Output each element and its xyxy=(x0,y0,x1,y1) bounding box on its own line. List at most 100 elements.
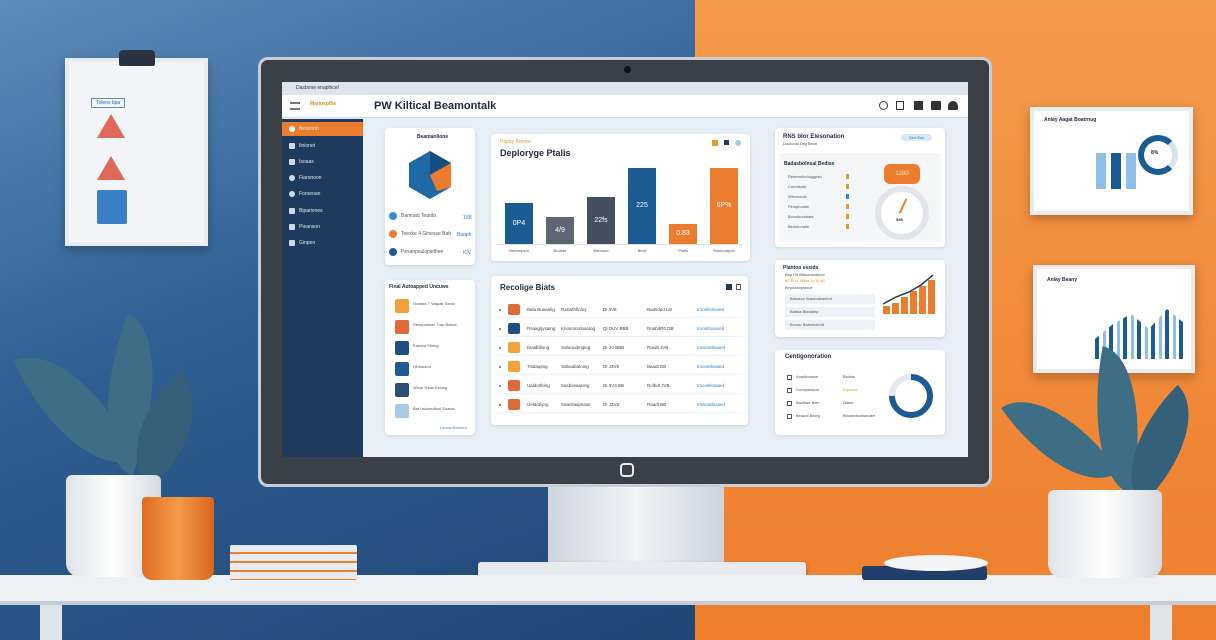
cell-link[interactable]: Irsooetlosaed xyxy=(697,364,725,369)
table-row[interactable]: Rsaag/jysaing Knosomrdoanlog Ql DUV BBB Roa… xyxy=(497,321,743,337)
cell-ref: Rasdt JVB xyxy=(647,345,669,350)
pie-slice-orange xyxy=(430,163,451,191)
cell-type: Sateslaajmase xyxy=(561,402,591,407)
row-expand-icon[interactable] xyxy=(499,328,501,330)
sidebar-item-foroeoan[interactable]: Foroeoan xyxy=(282,187,363,201)
cell-ref: Budsdpd Lilt xyxy=(647,307,672,312)
export-icon[interactable] xyxy=(726,284,732,290)
trend-bar xyxy=(919,285,926,314)
list-item-icon xyxy=(395,341,409,355)
status-item: Comaboty xyxy=(788,184,807,189)
card-title: RNS blor Elesonation xyxy=(783,134,845,140)
status-icon xyxy=(846,174,849,179)
status-item: Bonolsumbate xyxy=(788,214,814,219)
list-item-label[interactable]: Fasxed Sfinng xyxy=(413,343,439,348)
chart-bar[interactable]: 4/9 xyxy=(546,216,574,244)
legend-icon xyxy=(389,248,397,256)
sidebar-item-pieanson[interactable]: Pieanson xyxy=(282,220,363,234)
browser-bar xyxy=(282,82,968,95)
list-item-label[interactable]: Wioar Rsas Kening xyxy=(413,385,448,390)
settings-icon[interactable] xyxy=(879,101,888,110)
status-item: Pinopboatle xyxy=(788,204,810,209)
edit-icon[interactable] xyxy=(736,284,741,290)
status-filter-button[interactable]: Selr Bes xyxy=(901,134,933,141)
config-item-label: Ampibeanse xyxy=(796,374,819,379)
config-item-status: Bhosedtonlsbraee xyxy=(843,413,876,418)
info-icon[interactable] xyxy=(735,140,741,146)
document-icon[interactable] xyxy=(896,101,904,110)
row-expand-icon[interactable] xyxy=(499,309,501,311)
row-expand-icon[interactable] xyxy=(499,347,501,349)
trend-bar xyxy=(883,306,890,314)
webcam-icon xyxy=(624,66,631,73)
chart-bar[interactable]: 0P4 xyxy=(505,202,533,244)
table-row[interactable]: Tisdaqsng Sabuabafoing DI J3V8 Baadt DB Irso… xyxy=(497,359,743,375)
cell-ref: Raadt BB xyxy=(647,402,667,407)
bookmark-icon[interactable] xyxy=(724,140,729,145)
view-all-link[interactable]: Leoow Broloed xyxy=(440,425,467,430)
cell-date: Di 3V8 xyxy=(603,307,617,312)
x-tick-label: Pialis xyxy=(678,248,688,253)
sidebar: Besonon Iinionet Isoaas Fiaronoon Foroeo… xyxy=(282,119,363,457)
frame-donut xyxy=(1138,135,1178,175)
list-item-label[interactable]: HDstoaod xyxy=(413,364,431,369)
highlight-text: 60 EDE Wtha 4s 6I 4E xyxy=(785,278,826,283)
shield-icon xyxy=(289,224,295,230)
sidebar-item-iinionet[interactable]: Iinionet xyxy=(282,139,363,153)
table-row[interactable]: Dialdbfisng Subroudmipog DI JV BBB Rasdt JV… xyxy=(497,340,743,356)
card-title: Deploryge Ptalis xyxy=(500,148,571,158)
status-card: RNS blor Elesonation Duoiohal Dlig Benn … xyxy=(775,128,945,247)
sidebar-item-besonon[interactable]: Besonon xyxy=(282,122,363,136)
cell-link[interactable]: Iroontlosaned xyxy=(697,326,725,331)
row-expand-icon[interactable] xyxy=(499,385,501,387)
chart-bar[interactable]: 6P% xyxy=(710,168,738,244)
row-icon xyxy=(508,380,520,391)
chart-bar[interactable]: 0.83 xyxy=(669,224,697,244)
user-icon[interactable] xyxy=(948,101,958,110)
sidebar-item-isoaas[interactable]: Isoaas xyxy=(282,155,363,169)
list-item-label[interactable]: Resnparlow/ Trap Bsloat xyxy=(413,322,457,327)
chart-bar[interactable]: 22fs xyxy=(587,196,615,244)
cell-type: Sabuabafoing xyxy=(561,364,589,369)
feature-list-card: Final Autoapped Uncuws Voataur 7 Wapali … xyxy=(385,280,475,435)
cell-type: Raswthfinloy xyxy=(561,307,587,312)
table-row[interactable]: Ueld/d/yng Sateslaajmase DI J3V8 Raadt BB Ir… xyxy=(497,397,743,413)
trend-row-label: Broasr Batestolentt xyxy=(790,322,825,327)
legend-icon xyxy=(389,212,397,220)
home-icon xyxy=(289,126,295,132)
trend-row-label: Batsaoa Iloasbaleanbat xyxy=(790,296,832,301)
cell-link[interactable]: Iroonllonsoed xyxy=(697,307,725,312)
sidebar-item-label: Besonon xyxy=(299,126,319,132)
row-expand-icon[interactable] xyxy=(499,366,501,368)
sidebar-item-ginpen[interactable]: Ginpen xyxy=(282,236,363,250)
row-expand-icon[interactable] xyxy=(499,404,501,406)
card-title: Recolige Biats xyxy=(500,283,556,292)
cell-link[interactable]: Irowoatlosaed xyxy=(697,345,726,350)
chart-bar[interactable]: 225 xyxy=(628,168,656,244)
list-item-label[interactable]: Bat Uslonedluol Soatan xyxy=(413,406,455,411)
sidebar-item-fiaronoon[interactable]: Fiaronoon xyxy=(282,171,363,185)
note-text: Bepdasbpsiooe xyxy=(785,285,813,290)
sidebar-item-label: Bipariones xyxy=(299,208,323,214)
table-row[interactable]: Ualdorlbing Sasbseaaning DI 3V3 BB Rolhdt J… xyxy=(497,378,743,394)
config-item-label: Bauitlae Bien xyxy=(796,400,820,405)
trend-bar xyxy=(901,296,908,314)
cell-ref: Baadt DB xyxy=(647,364,667,369)
row-icon xyxy=(508,304,520,315)
config-donut xyxy=(889,374,933,418)
section-title: Badasbolnsal Bedise xyxy=(784,161,835,167)
monitor-logo-icon xyxy=(620,463,634,477)
alert-icon[interactable] xyxy=(712,140,718,146)
image-icon[interactable] xyxy=(914,101,923,110)
briefcase-icon[interactable] xyxy=(931,101,941,110)
hamburger-menu-icon[interactable] xyxy=(290,102,300,110)
legend-value: KIV xyxy=(463,250,472,256)
list-item-label[interactable]: Voataur 7 Wapali Soeal xyxy=(413,301,455,306)
cell-link[interactable]: Irscoetlosaed xyxy=(697,383,724,388)
table-row[interactable]: Bala Bueanlig Raswthfinloy Di 3V8 Budsdpd L… xyxy=(497,302,743,318)
cell-date: Ql DUV BBB xyxy=(603,326,629,331)
folder-icon xyxy=(289,240,295,246)
sidebar-item-bipariones[interactable]: Bipariones xyxy=(282,204,363,218)
cell-ref: Rolhdt JVB xyxy=(647,383,670,388)
cell-link[interactable]: Irowoatlosaed xyxy=(697,402,726,407)
